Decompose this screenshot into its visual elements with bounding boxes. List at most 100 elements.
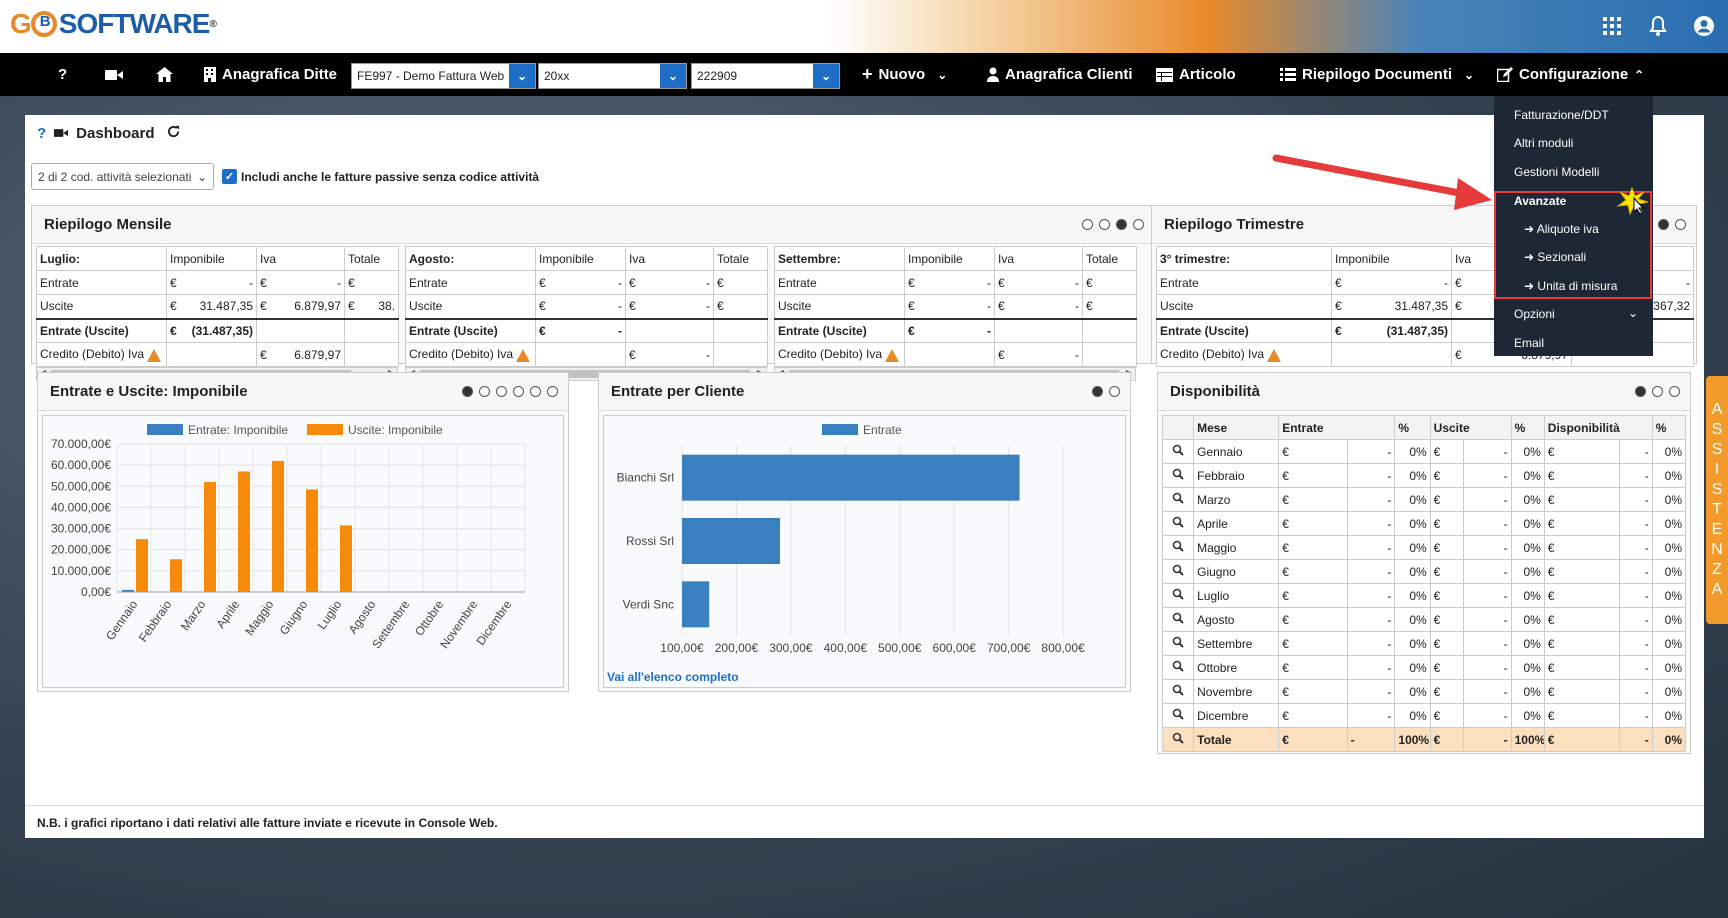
vai-elenco-link[interactable]: Vai all'elenco completo	[607, 670, 739, 684]
carousel-dot[interactable]	[513, 386, 524, 397]
magnifier-icon[interactable]	[1161, 559, 1195, 584]
table-row: Maggio € -0% € -0% € -0%	[1161, 535, 1687, 560]
carousel-dot[interactable]	[1082, 219, 1093, 230]
assistenza-letter: Z	[1712, 561, 1722, 578]
assistenza-letter: I	[1714, 461, 1720, 478]
riepilogo-documenti-menu[interactable]: Riepilogo Documenti ⌄	[1280, 53, 1474, 96]
carousel-dot[interactable]	[1669, 386, 1680, 397]
entrate-uscite-chart: Entrate: Imponibile Uscite: Imponibile 70.…	[51, 423, 526, 651]
help-button[interactable]: ?	[58, 66, 68, 83]
y-tick-label: 20.000,00€	[51, 543, 111, 557]
menu-item-aliquote-iva[interactable]: ➜ Aliquote iva	[1524, 222, 1599, 236]
magnifier-icon[interactable]	[1161, 727, 1195, 752]
carousel-dot-active[interactable]	[462, 386, 473, 397]
carousel-dot-active[interactable]	[1092, 386, 1103, 397]
carousel-dot[interactable]	[1109, 386, 1120, 397]
magnifier-icon[interactable]	[1161, 535, 1195, 560]
chevron-down-icon: ⌄	[937, 67, 948, 82]
apps-grid-icon[interactable]	[1600, 14, 1624, 38]
carousel-dot-active[interactable]	[1635, 386, 1646, 397]
warning-icon[interactable]	[885, 348, 900, 362]
col-mese: Mese	[1193, 415, 1280, 440]
magnifier-icon[interactable]	[1161, 583, 1195, 608]
video-camera-icon[interactable]	[105, 53, 123, 96]
table-row: Ottobre € -0% € -0% € -0%	[1161, 655, 1687, 680]
month-label: Settembre:	[774, 246, 905, 271]
magnifier-icon[interactable]	[1161, 703, 1195, 728]
plus-icon: +	[862, 64, 873, 84]
magnifier-icon[interactable]	[1161, 487, 1195, 512]
chevron-down-icon[interactable]: ⌄	[509, 64, 535, 88]
chevron-down-icon[interactable]: ⌄	[660, 64, 686, 88]
quarter-label: 3° trimestre:	[1156, 246, 1332, 271]
entrate-cliente-panel: Entrate per Cliente Entrate 100,00€ 200,00…	[598, 372, 1131, 692]
sign-in-icon: ➜	[1524, 250, 1535, 264]
menu-item-unita-misura[interactable]: ➜ Unita di misura	[1524, 279, 1618, 293]
carousel-dot[interactable]	[1652, 386, 1663, 397]
warning-icon[interactable]	[1267, 348, 1282, 362]
chevron-down-icon[interactable]: ⌄	[813, 64, 839, 88]
anagrafica-ditte-link[interactable]: Anagrafica Ditte	[204, 53, 337, 96]
carousel-dot[interactable]	[1099, 219, 1110, 230]
bar-uscite	[340, 525, 352, 592]
magnifier-icon[interactable]	[1161, 631, 1195, 656]
carousel-dot[interactable]	[1675, 219, 1686, 230]
y-tick-label: 70.000,00€	[51, 437, 111, 451]
bar-uscite	[272, 460, 284, 592]
magnifier-icon[interactable]	[1161, 463, 1195, 488]
menu-item-fatturazione[interactable]: Fatturazione/DDT	[1514, 108, 1609, 122]
carousel-dot[interactable]	[530, 386, 541, 397]
warning-icon[interactable]	[516, 348, 531, 362]
attivita-select[interactable]: 2 di 2 cod. attività selezionati ⌄	[31, 163, 214, 190]
help-icon[interactable]: ?	[37, 125, 47, 142]
video-camera-icon[interactable]	[54, 125, 69, 142]
year-select[interactable]: 20xx ⌄	[538, 63, 687, 89]
include-passive-checkbox[interactable]: ✓ Includi anche le fatture passive senza …	[222, 169, 539, 184]
menu-item-opzioni[interactable]: Opzioni	[1514, 307, 1555, 321]
g3-software-logo[interactable]: G B SOFTWARE ®	[10, 8, 217, 39]
y-tick-label: Rossi Srl	[626, 534, 674, 548]
magnifier-icon[interactable]	[1161, 655, 1195, 680]
menu-item-altri-moduli[interactable]: Altri moduli	[1514, 136, 1574, 150]
ditta-select[interactable]: FE997 - Demo Fattura Web ⌄	[351, 63, 536, 89]
carousel-dot[interactable]	[547, 386, 558, 397]
menu-item-gestioni-modelli[interactable]: Gestioni Modelli	[1514, 165, 1600, 179]
menu-item-avanzate[interactable]: Avanzate	[1514, 194, 1567, 208]
menu-item-email[interactable]: Email	[1514, 336, 1545, 350]
highlight-box	[1494, 191, 1652, 299]
user-account-icon[interactable]	[1692, 14, 1716, 38]
bell-icon[interactable]	[1646, 14, 1670, 38]
annotation-arrow	[1272, 154, 1492, 210]
bar-entrate	[682, 518, 780, 564]
edit-icon	[1497, 67, 1513, 82]
configurazione-menu[interactable]: Configurazione ⌃	[1497, 53, 1644, 96]
carousel-dot[interactable]	[479, 386, 490, 397]
home-icon[interactable]	[156, 53, 173, 96]
nuovo-menu[interactable]: + Nuovo ⌄	[862, 53, 947, 96]
legend-swatch	[822, 424, 858, 435]
year-select-value: 20xx	[544, 69, 570, 83]
anagrafica-clienti-link[interactable]: Anagrafica Clienti	[987, 53, 1133, 96]
carousel-dot-active[interactable]	[1116, 219, 1127, 230]
carousel-dot[interactable]	[1133, 219, 1144, 230]
x-tick-label: 300,00€	[769, 641, 813, 655]
magnifier-icon[interactable]	[1161, 679, 1195, 704]
carousel-dot[interactable]	[496, 386, 507, 397]
assistenza-letter: T	[1712, 501, 1722, 518]
refresh-icon[interactable]	[167, 125, 180, 142]
col-imponibile: Imponibile	[904, 246, 995, 271]
col-perc: %	[1510, 415, 1545, 440]
code-select[interactable]: 222909 ⌄	[691, 63, 840, 89]
x-tick-label: 500,00€	[878, 641, 922, 655]
table-row: Novembre € -0% € -0% € -0%	[1161, 679, 1687, 704]
warning-icon[interactable]	[147, 348, 162, 362]
magnifier-icon[interactable]	[1161, 607, 1195, 632]
magnifier-icon[interactable]	[1161, 511, 1195, 536]
menu-item-sezionali[interactable]: ➜ Sezionali	[1524, 250, 1587, 264]
footer-note: N.B. i grafici riportano i dati relativi…	[37, 816, 498, 830]
table-row: Luglio € -0% € -0% € -0%	[1161, 583, 1687, 608]
articolo-link[interactable]: Articolo	[1156, 53, 1236, 96]
magnifier-icon[interactable]	[1161, 439, 1195, 464]
carousel-dot-active[interactable]	[1658, 219, 1669, 230]
